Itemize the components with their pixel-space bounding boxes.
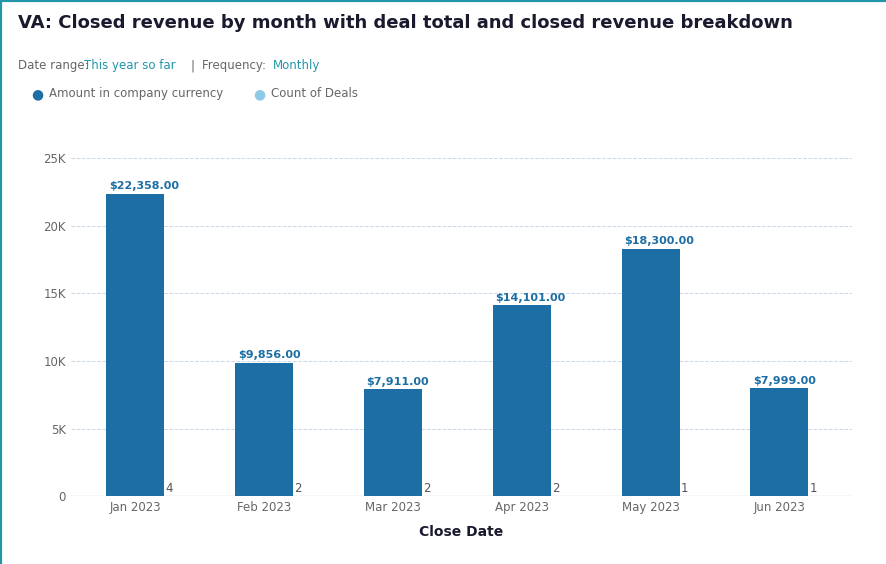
Text: Frequency:: Frequency: [202, 59, 269, 72]
Bar [106, 193, 164, 496]
Text: $14,101.00: $14,101.00 [494, 293, 565, 303]
Bar [621, 249, 679, 496]
Text: ●: ● [31, 87, 43, 102]
Text: 1: 1 [680, 482, 688, 495]
Text: $7,911.00: $7,911.00 [366, 377, 429, 387]
X-axis label: Close Date: Close Date [419, 525, 502, 539]
Text: $18,300.00: $18,300.00 [624, 236, 693, 246]
Text: Amount in company currency: Amount in company currency [49, 87, 222, 100]
Text: 4: 4 [166, 482, 173, 495]
Text: 1: 1 [809, 482, 816, 495]
Text: VA: Closed revenue by month with deal total and closed revenue breakdown: VA: Closed revenue by month with deal to… [18, 14, 792, 32]
Text: This year so far: This year so far [84, 59, 175, 72]
Text: Monthly: Monthly [273, 59, 320, 72]
Text: ●: ● [253, 87, 265, 102]
Text: 2: 2 [423, 482, 431, 495]
Bar [235, 363, 293, 496]
Text: Date range:: Date range: [18, 59, 92, 72]
Text: $7,999.00: $7,999.00 [752, 376, 815, 386]
Text: $9,856.00: $9,856.00 [237, 350, 300, 360]
Bar [750, 388, 807, 496]
Bar [363, 389, 422, 496]
Text: Count of Deals: Count of Deals [270, 87, 357, 100]
Text: 2: 2 [294, 482, 302, 495]
Text: $22,358.00: $22,358.00 [109, 181, 179, 191]
Text: |: | [190, 59, 195, 72]
Bar [493, 306, 550, 496]
Text: 2: 2 [551, 482, 559, 495]
